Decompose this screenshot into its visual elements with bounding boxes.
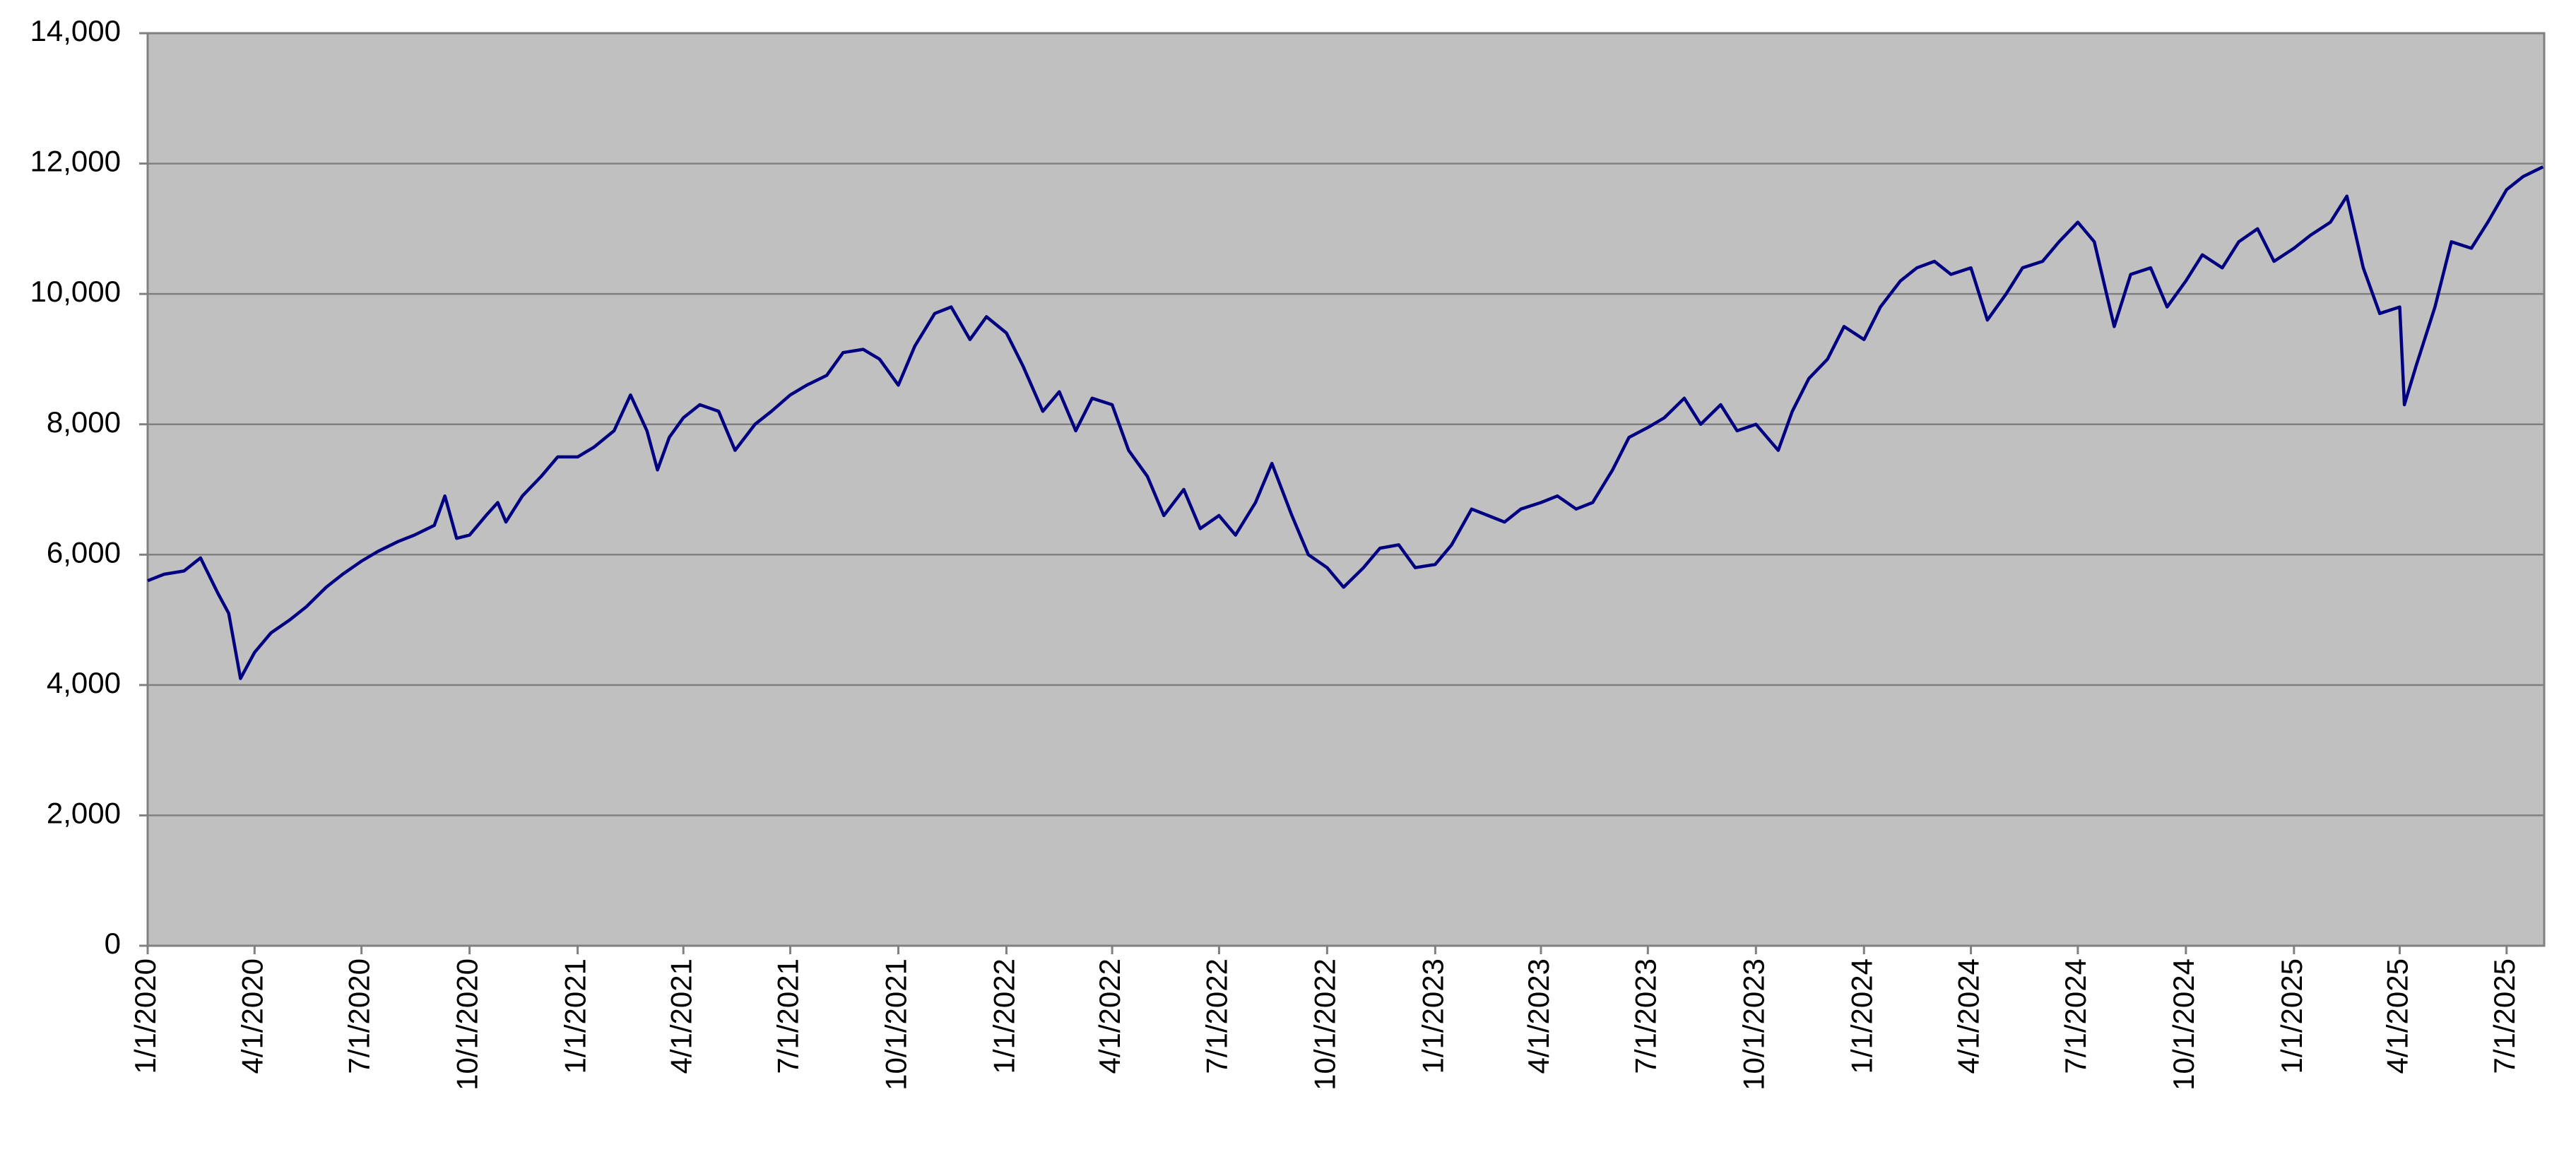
x-tick-label: 4/1/2020 [235, 958, 268, 1074]
x-tick-label: 4/1/2022 [1093, 958, 1126, 1074]
x-tick-label: 1/1/2025 [2275, 958, 2308, 1074]
y-tick-label: 6,000 [47, 535, 121, 569]
x-tick-label: 1/1/2021 [559, 958, 592, 1074]
x-tick-label: 4/1/2025 [2381, 958, 2414, 1074]
x-tick-label: 10/1/2022 [1308, 958, 1341, 1091]
plot-area [146, 32, 2546, 947]
x-tick-label: 7/1/2021 [772, 958, 805, 1074]
y-tick-label: 2,000 [47, 797, 121, 830]
x-tick-label: 1/1/2020 [129, 958, 162, 1074]
x-tick-label: 10/1/2021 [880, 958, 913, 1091]
y-tick-label: 4,000 [47, 666, 121, 699]
x-tick-label: 7/1/2023 [1629, 958, 1662, 1074]
x-tick-label: 1/1/2023 [1416, 958, 1449, 1074]
x-tick-label: 10/1/2024 [2167, 958, 2200, 1091]
y-tick-label: 0 [105, 927, 121, 960]
x-tick-label: 4/1/2024 [1952, 958, 1985, 1074]
x-tick-label: 10/1/2023 [1737, 958, 1770, 1091]
x-tick-label: 7/1/2020 [343, 958, 376, 1074]
x-tick-label: 4/1/2023 [1522, 958, 1555, 1074]
x-tick-label: 10/1/2020 [451, 958, 484, 1091]
y-tick-label: 10,000 [30, 275, 121, 308]
x-tick-label: 1/1/2024 [1845, 958, 1878, 1074]
x-tick-label: 1/1/2022 [988, 958, 1021, 1074]
x-tick-label: 7/1/2022 [1200, 958, 1234, 1074]
data-line [147, 165, 2544, 680]
x-tick-label: 7/1/2025 [2488, 958, 2521, 1074]
y-tick-label: 14,000 [30, 14, 121, 47]
x-tick-label: 4/1/2021 [664, 958, 697, 1074]
y-tick-label: 8,000 [47, 405, 121, 439]
y-tick-label: 12,000 [30, 145, 121, 178]
x-tick-label: 7/1/2024 [2059, 958, 2092, 1074]
